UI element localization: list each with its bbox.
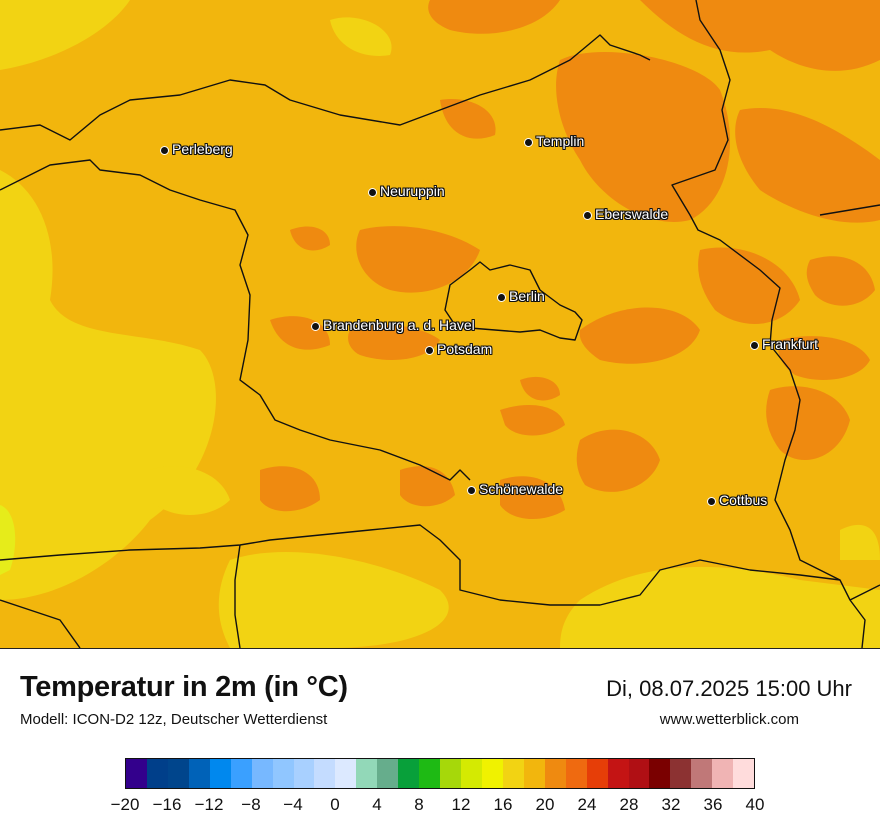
legend-tick-label: 40 — [745, 795, 765, 814]
legend-swatch — [188, 759, 210, 788]
legend-swatch — [230, 759, 252, 788]
legend-tick-label: −4 — [283, 795, 303, 814]
legend-swatch — [356, 759, 378, 788]
legend-swatch — [607, 759, 629, 788]
city-dot-icon — [467, 486, 476, 495]
border-small — [0, 599, 81, 648]
city-dot-icon — [497, 293, 506, 302]
legend-tick-label: 4 — [372, 795, 382, 814]
legend-swatch — [649, 759, 671, 788]
legend-swatch — [293, 759, 315, 788]
legend-swatch — [398, 759, 420, 788]
city-label: Templin — [536, 133, 585, 149]
legend-tick-label: −20 — [110, 795, 140, 814]
temperature-map[interactable]: Perleberg Templin Neuruppin Eberswalde B… — [0, 0, 880, 649]
legend-swatch — [481, 759, 503, 788]
legend-swatch — [126, 759, 147, 788]
legend-swatch — [628, 759, 650, 788]
city-label: Potsdam — [437, 341, 493, 357]
legend-swatch — [691, 759, 713, 788]
cool-zones — [0, 0, 880, 648]
legend-swatch — [565, 759, 587, 788]
forecast-datetime: Di, 08.07.2025 15:00 Uhr — [606, 676, 852, 701]
legend-tick-label: 20 — [535, 795, 555, 814]
city-dot-icon — [707, 497, 716, 506]
city-label: Neuruppin — [380, 183, 445, 199]
city-dot-icon — [750, 341, 759, 350]
legend-swatch — [251, 759, 273, 788]
city-label: Schönewalde — [479, 481, 564, 497]
color-legend-bar — [125, 758, 755, 789]
map-title: Temperatur in 2m (in °C) — [20, 671, 348, 703]
legend-swatch — [586, 759, 608, 788]
legend-tick-label: 16 — [493, 795, 513, 814]
legend-swatch — [461, 759, 482, 788]
border-south — [0, 524, 841, 606]
city-dot-icon — [583, 211, 592, 220]
legend-swatch — [523, 759, 545, 788]
legend-tick-label: 8 — [414, 795, 424, 814]
legend-swatch — [733, 759, 755, 788]
city-label: Eberswalde — [595, 206, 669, 222]
legend-swatch — [314, 759, 336, 788]
city-label: Cottbus — [719, 492, 768, 508]
legend-tick-label: −16 — [152, 795, 182, 814]
legend-swatch — [209, 759, 231, 788]
legend-tick-label: 28 — [619, 795, 639, 814]
border-se — [849, 584, 880, 601]
city-label: Frankfurt — [762, 336, 819, 352]
legend-swatch — [544, 759, 566, 788]
border-west — [0, 159, 471, 481]
legend-tick-label: 24 — [577, 795, 597, 814]
city-label: Berlin — [509, 288, 545, 304]
legend-swatch — [272, 759, 294, 788]
legend-tick-label: −12 — [194, 795, 224, 814]
legend-swatch — [146, 759, 168, 788]
legend-swatch — [712, 759, 734, 788]
border-sw — [234, 544, 241, 648]
legend-tick-label: 36 — [703, 795, 723, 814]
warm-zones — [260, 0, 880, 520]
city-label: Perleberg — [172, 141, 233, 157]
website-link[interactable]: www.wetterblick.com — [659, 711, 799, 728]
legend-swatch — [167, 759, 189, 788]
legend-swatch — [440, 759, 461, 788]
city-dot-icon — [311, 322, 320, 331]
legend-swatch — [670, 759, 692, 788]
city-label: Brandenburg a. d. Havel — [323, 317, 475, 333]
city-dot-icon — [425, 346, 434, 355]
coolest-zones — [0, 505, 16, 575]
legend-swatch — [419, 759, 441, 788]
city-dot-icon — [368, 188, 377, 197]
legend-tick-label: −8 — [241, 795, 261, 814]
border-berlin — [444, 261, 583, 341]
border-east-ext — [819, 204, 880, 216]
model-info: Modell: ICON-D2 12z, Deutscher Wetterdie… — [20, 711, 328, 728]
legend-swatch — [502, 759, 524, 788]
legend-tick-label: 32 — [661, 795, 681, 814]
map-layers — [0, 0, 880, 648]
border-lines — [0, 0, 880, 648]
legend-tick-label: 0 — [330, 795, 340, 814]
city-dot-icon — [160, 146, 169, 155]
border-north — [0, 34, 651, 141]
legend-swatch — [335, 759, 357, 788]
legend-swatch — [377, 759, 399, 788]
legend-tick-label: 12 — [451, 795, 471, 814]
city-dot-icon — [524, 138, 533, 147]
border-poland — [671, 0, 866, 648]
